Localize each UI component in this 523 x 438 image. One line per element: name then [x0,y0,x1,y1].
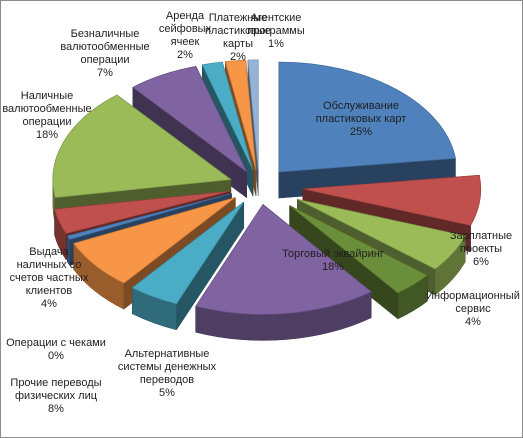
slice-label-line: 18% [322,261,344,273]
slice-label-line: 7% [97,67,113,79]
slice-label-5: Торговый эквайринг 18% [282,248,384,273]
pie-slice-top [278,61,456,173]
slice-label-line: программы [247,25,305,37]
slice-label-line: Наличные [21,90,73,102]
slice-label-7: Прочие переводы физических лиц 8% [10,377,101,415]
slice-label-line: операции [22,116,71,128]
pie-slice-top [66,193,232,240]
slice-label-line: клиентов [26,285,73,297]
slice-label-14: Агентские программы 1% [247,12,305,50]
slice-label-6: Альтернативные системы денежных переводов 5… [118,348,217,399]
pie-slice-top [297,199,466,270]
pie-slice-top [54,190,231,235]
slice-label-line: Аренда [166,10,205,22]
slice-label-line: 5% [159,387,175,399]
slice-label-line: валютообменные [60,41,149,53]
slice-label-line: сейфовых [159,23,212,35]
slice-label-line: сервис [455,303,491,315]
pie-slice-top [131,201,245,305]
pie-slice-top [302,174,482,226]
slice-label-line: Альтернативные [125,348,210,360]
slice-label-line: 2% [177,49,193,61]
slice-label-line: 0% [48,350,64,362]
pie-slice-6 [131,201,245,331]
slice-label-line: Информационный [426,290,520,302]
slice-label-line: валютообменные [2,103,91,115]
slice-label-line: 18% [36,129,58,141]
slice-label-line: 2% [230,51,246,63]
slice-label-line: карты [223,38,253,50]
pie-slice-4 [289,205,429,320]
slice-label-line: 1% [268,38,284,50]
slice-label-10: Наличные валютообменные операции 18% [2,90,91,141]
slice-label-4: Информационный сервис 4% [426,290,520,328]
pie-slice-top [195,203,372,315]
slice-label-line: системы денежных [118,361,217,373]
slice-label-line: Выдача [29,246,69,258]
slice-label-line: Безналичные [71,28,140,40]
slice-label-line: пластиковые [205,25,271,37]
slice-label-line: Агентские [251,12,302,24]
slice-label-line: Прочие переводы [10,377,101,389]
pie-slice-top [247,59,259,170]
slice-label-line: операции [80,54,129,66]
pie-slice-5 [195,203,372,341]
pie-slice-top [52,94,232,198]
slice-label-line: Зарплатные [450,230,512,242]
slice-label-8: Операции с чеками 0% [6,337,106,362]
slice-label-1: Обслуживание пластиковых карт 25% [316,100,407,138]
slice-label-line: 4% [41,298,57,310]
slice-label-12: Аренда сейфовых ячеек 2% [159,10,212,61]
pie-slice-top [289,205,429,294]
slice-label-line: ячеек [171,36,200,48]
slice-label-line: пластиковых карт [316,113,407,125]
slice-label-line: Торговый эквайринг [282,248,384,260]
slice-label-line: проекты [460,243,502,255]
slice-label-line: счетов частных [10,272,89,284]
slice-label-line: 4% [465,316,481,328]
pie-slice-top [73,197,236,284]
pie-slice-top [224,59,257,171]
pie-slice-14 [247,59,259,196]
slice-label-line: наличных со [17,259,82,271]
slice-label-11: Безналичные валютообменные операции 7% [60,28,149,79]
pie-slice-top [132,65,248,173]
slice-label-9: Выдача наличных со счетов частных клиентов 4… [10,246,89,310]
slice-label-line: 6% [473,256,489,268]
slice-label-line: Платежные [209,12,268,24]
slice-label-line: Обслуживание [323,100,399,112]
slice-label-3: Зарплатные проекты 6% [450,230,512,268]
slice-label-line: 8% [48,403,64,415]
slice-label-line: 25% [350,126,372,138]
slice-label-13: Платежные пластиковые карты 2% [205,12,271,63]
pie-slice-top [201,61,254,171]
slice-label-line: Операции с чеками [6,337,106,349]
slice-label-line: физических лиц [15,390,98,402]
slice-label-line: переводов [140,374,194,386]
